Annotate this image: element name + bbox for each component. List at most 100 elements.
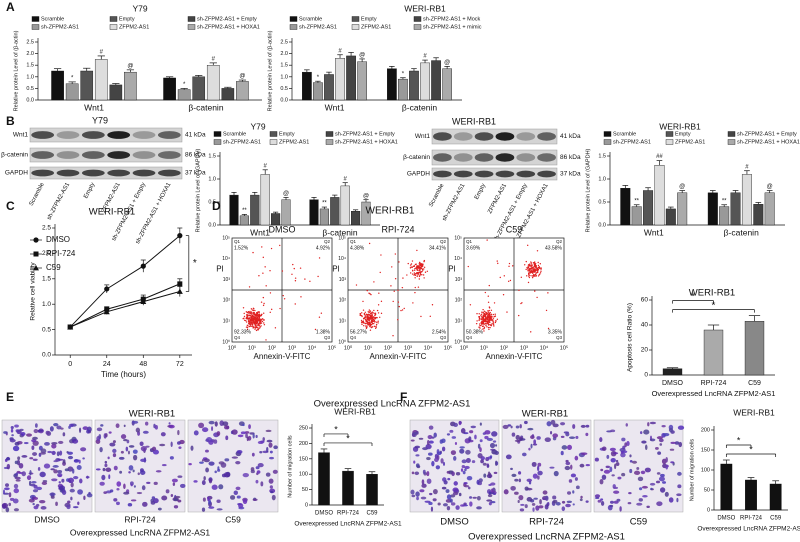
event-dot [423,266,426,268]
lane-label: Scramble [29,181,47,207]
event-dot [488,312,491,315]
cell [72,438,79,444]
cell [545,495,549,501]
event-dot [409,267,412,269]
bar [124,71,137,101]
cell [86,429,91,434]
x-tick-label: 48 [139,361,147,368]
blot-band [107,151,131,159]
blot-band [453,170,473,178]
bar [745,479,757,511]
event-dot [421,265,424,267]
cell [266,439,273,443]
cell [120,434,127,440]
annotation: @ [363,193,369,199]
bar [330,197,340,226]
cell [142,430,149,434]
cell [656,472,661,475]
event-dot [487,326,490,329]
cell [619,506,622,512]
event-dot [528,275,530,277]
bar [744,321,765,376]
event-dot [362,300,364,303]
marker [33,251,39,257]
event-dot [487,322,489,325]
x-tick-label: C59 [748,380,761,387]
cell [572,490,575,494]
cell [16,459,21,466]
event-dot [488,328,490,331]
event-dot [417,265,420,267]
event-dot [429,315,431,318]
event-dot [256,329,259,331]
cell [205,467,209,473]
event-dot [379,271,381,274]
cell [218,484,224,490]
cell [105,433,108,438]
cell [225,435,229,441]
event-dot [531,276,534,279]
cell [33,496,39,500]
event-dot [245,317,247,320]
significance: * [712,300,716,311]
quadrant-percent: 1.52% [234,245,249,251]
y-axis-label: Relative cell viability [30,262,37,321]
event-dot [482,322,485,324]
event-dot [417,266,419,268]
event-dot [529,272,531,274]
cell [123,424,126,428]
event-dot [258,275,260,277]
event-dot [366,325,368,327]
cell [494,450,499,456]
cell [449,429,454,433]
event-dot [480,322,483,325]
event-dot [257,318,259,320]
event-dot [274,327,277,329]
event-dot [371,321,373,323]
cell [655,480,661,484]
event-dot [431,304,434,306]
blot-size-label: 41 kDa [560,133,581,140]
cell [216,431,221,436]
annotation: ** [634,198,639,204]
cell [649,482,656,486]
event-dot [475,322,478,325]
marker [140,263,146,269]
event-dot [484,315,487,318]
blot-band [537,153,556,162]
bar [753,204,764,226]
x-axis-label: Overexpressed LncRNA ZFPM2-AS1 [697,526,800,533]
chart-title: WERI-RB1 [334,406,376,416]
cell [269,485,273,489]
event-dot [373,322,375,325]
event-dot [249,310,251,313]
cell [550,419,556,425]
event-dot [377,304,380,306]
cell [625,423,628,427]
cell [518,478,522,483]
blot-size-label: 86 kDa [185,152,206,159]
cell [51,450,56,456]
cell [440,458,444,464]
cell [515,434,520,441]
blot-strip [431,128,558,145]
cell [418,437,424,440]
event-dot [524,264,526,266]
cell [528,447,531,451]
cell [265,472,271,477]
legend-label: sh-ZFPM2-AS1 + HOXA1 [335,139,398,145]
cell [190,445,194,451]
cell [238,503,244,508]
bar [318,452,330,506]
event-dot [270,308,273,311]
cell [116,488,120,491]
event-dot [418,275,421,278]
cell [490,488,494,493]
event-dot [364,311,366,313]
cell [564,465,571,471]
event-dot [526,275,528,277]
x-axis-label: Time (hours) [101,370,146,379]
blot-band [81,151,105,159]
cell [109,442,116,447]
event-dot [467,265,469,268]
